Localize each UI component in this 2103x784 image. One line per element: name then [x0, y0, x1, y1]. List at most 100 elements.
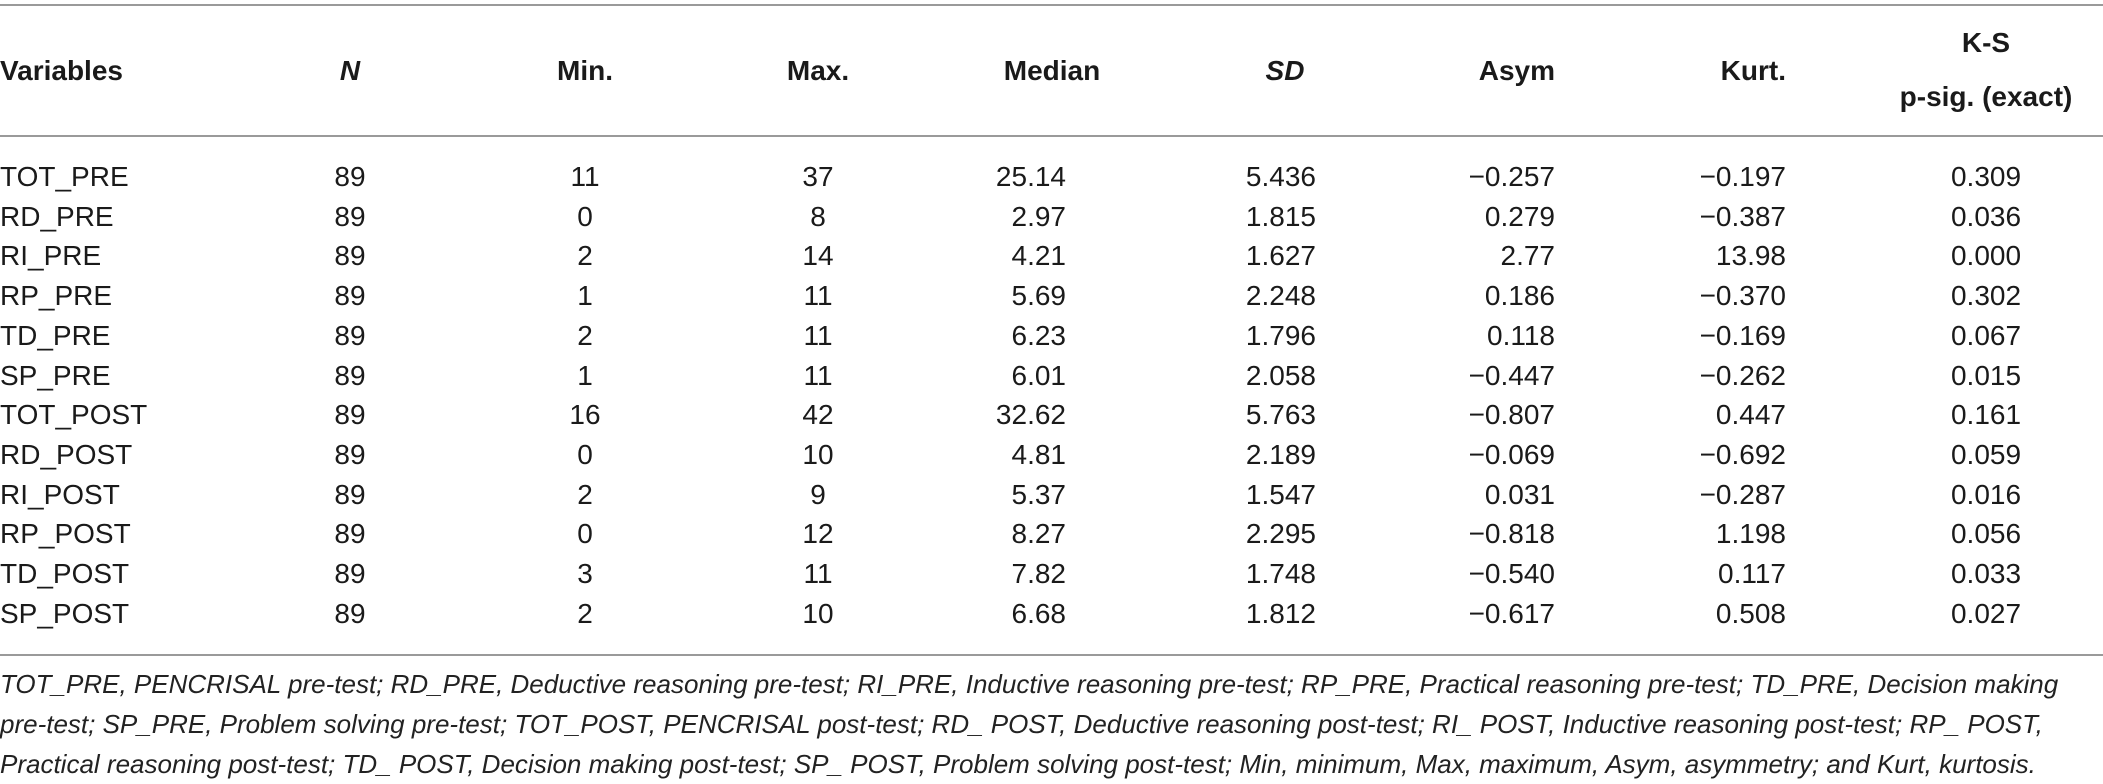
cell-max: 10 — [802, 597, 834, 629]
cell-median: 5.69 — [1011, 280, 1067, 312]
cell-sd: 1.796 — [1245, 319, 1316, 351]
header-variables: Variables — [0, 55, 123, 86]
cell-max: 10 — [802, 438, 834, 470]
cell-sd: 1.815 — [1245, 200, 1316, 232]
cell-asym: 0.118 — [1487, 319, 1555, 351]
header-min: Min. — [557, 55, 613, 86]
cell-kurt: −0.262 — [1699, 359, 1786, 391]
cell-variable: RP_PRE — [0, 280, 113, 312]
cell-n: 89 — [334, 240, 366, 272]
cell-sd: 1.547 — [1245, 478, 1316, 510]
cell-kurt: −0.197 — [1699, 161, 1786, 192]
cell-n: 89 — [334, 200, 366, 232]
cell-sd: 2.189 — [1245, 438, 1316, 470]
cell-ks: 0.036 — [1950, 200, 2022, 232]
cell-kurt: 0.117 — [1718, 558, 1786, 589]
cell-ks: 0.161 — [1950, 399, 2022, 431]
table-row: TD_POST 89 3 11 7.82 1.748 −0.540 0.117 0.033 — [0, 554, 2103, 594]
cell-min: 3 — [577, 558, 593, 589]
cell-ks: 0.016 — [1950, 478, 2022, 510]
table-row: RP_PRE 89 1 11 5.69 2.248 0.186 −0.370 0.302 — [0, 276, 2103, 316]
cell-min: 2 — [577, 597, 593, 629]
table-footnote: TOT_PRE, PENCRISAL pre-test; RD_PRE, Ded… — [0, 669, 2059, 779]
cell-min: 1 — [577, 359, 593, 391]
header-max: Max. — [786, 55, 850, 86]
cell-ks: 0.059 — [1950, 438, 2022, 470]
cell-asym: 0.186 — [1484, 280, 1555, 312]
cell-median: 32.62 — [995, 399, 1066, 431]
cell-max: 8 — [810, 200, 826, 232]
table-row: SP_PRE 89 1 11 6.01 2.058 −0.447 −0.262 0.015 — [0, 356, 2103, 396]
cell-median: 6.68 — [1011, 597, 1067, 629]
cell-ks: 0.015 — [1950, 359, 2022, 391]
table-row: TD_PRE 89 2 11 6.23 1.796 0.118 −0.169 0.067 — [0, 316, 2103, 356]
header-asym: Asym — [1478, 55, 1555, 86]
cell-min: 2 — [577, 240, 593, 272]
cell-sd: 5.763 — [1245, 399, 1316, 431]
table-row: RI_PRE 89 2 14 4.21 1.627 2.77 13.98 0.000 — [0, 236, 2103, 276]
cell-n: 89 — [334, 161, 366, 192]
cell-median: 6.23 — [1011, 319, 1067, 351]
cell-max: 37 — [802, 161, 834, 192]
cell-median: 4.81 — [1011, 438, 1067, 470]
cell-variable: TOT_POST — [0, 399, 148, 431]
header-ks-psig: p-sig. (exact) — [1899, 81, 2073, 112]
cell-ks: 0.027 — [1950, 597, 2022, 629]
cell-sd: 1.627 — [1245, 240, 1316, 272]
cell-median: 4.21 — [1011, 240, 1067, 272]
cell-kurt: 0.508 — [1715, 597, 1786, 629]
cell-max: 9 — [810, 478, 826, 510]
cell-kurt: 0.447 — [1715, 399, 1786, 431]
cell-sd: 1.812 — [1245, 597, 1316, 629]
cell-min: 0 — [577, 438, 593, 470]
cell-min: 11 — [570, 161, 600, 192]
cell-variable: RP_POST — [0, 518, 131, 550]
cell-median: 8.27 — [1011, 518, 1067, 550]
cell-sd: 2.295 — [1245, 518, 1316, 550]
cell-max: 11 — [803, 359, 833, 391]
cell-min: 2 — [577, 319, 593, 351]
cell-min: 0 — [577, 200, 593, 232]
cell-variable: RD_PRE — [0, 200, 114, 232]
cell-variable: RI_PRE — [0, 240, 102, 272]
cell-median: 6.01 — [1011, 359, 1067, 391]
cell-ks: 0.056 — [1950, 518, 2022, 550]
cell-median: 5.37 — [1011, 478, 1067, 510]
header-ks: K-S — [1961, 27, 2011, 58]
cell-asym: −0.257 — [1468, 161, 1555, 192]
table-row: RD_PRE 89 0 8 2.97 1.815 0.279 −0.387 0.036 — [0, 197, 2103, 237]
cell-median: 7.82 — [1011, 558, 1067, 589]
cell-kurt: −0.169 — [1699, 319, 1786, 351]
table-top-rule — [0, 4, 2103, 6]
header-median: Median — [1003, 55, 1101, 86]
table-row: RP_POST 89 0 12 8.27 2.295 −0.818 1.198 0.056 — [0, 514, 2103, 554]
cell-max: 42 — [802, 399, 834, 431]
header-divider — [0, 135, 2103, 137]
cell-max: 11 — [803, 280, 833, 312]
cell-ks: 0.033 — [1950, 558, 2022, 589]
cell-max: 14 — [802, 240, 834, 272]
cell-max: 12 — [802, 518, 834, 550]
cell-sd: 2.248 — [1245, 280, 1316, 312]
cell-min: 2 — [577, 478, 593, 510]
cell-variable: TD_PRE — [0, 319, 111, 351]
cell-variable: SP_PRE — [0, 359, 111, 391]
table-bottom-rule — [0, 654, 2103, 656]
cell-kurt: 1.198 — [1715, 518, 1786, 550]
cell-asym: −0.069 — [1468, 438, 1555, 470]
cell-n: 89 — [334, 478, 366, 510]
table-row: RI_POST 89 2 9 5.37 1.547 0.031 −0.287 0.016 — [0, 475, 2103, 515]
cell-variable: RI_POST — [0, 478, 120, 510]
cell-median: 2.97 — [1011, 200, 1067, 232]
cell-n: 89 — [334, 359, 366, 391]
table-row: RD_POST 89 0 10 4.81 2.189 −0.069 −0.692 0.059 — [0, 435, 2103, 475]
cell-n: 89 — [334, 597, 366, 629]
cell-sd: 1.748 — [1245, 558, 1316, 589]
cell-asym: 0.031 — [1484, 478, 1555, 510]
cell-ks: 0.067 — [1950, 319, 2022, 351]
cell-variable: SP_POST — [0, 597, 130, 629]
table-row: TOT_POST 89 16 42 32.62 5.763 −0.807 0.447 0.161 — [0, 395, 2103, 435]
cell-asym: −0.807 — [1468, 399, 1555, 431]
cell-asym: −0.447 — [1468, 359, 1555, 391]
cell-min: 0 — [577, 518, 593, 550]
